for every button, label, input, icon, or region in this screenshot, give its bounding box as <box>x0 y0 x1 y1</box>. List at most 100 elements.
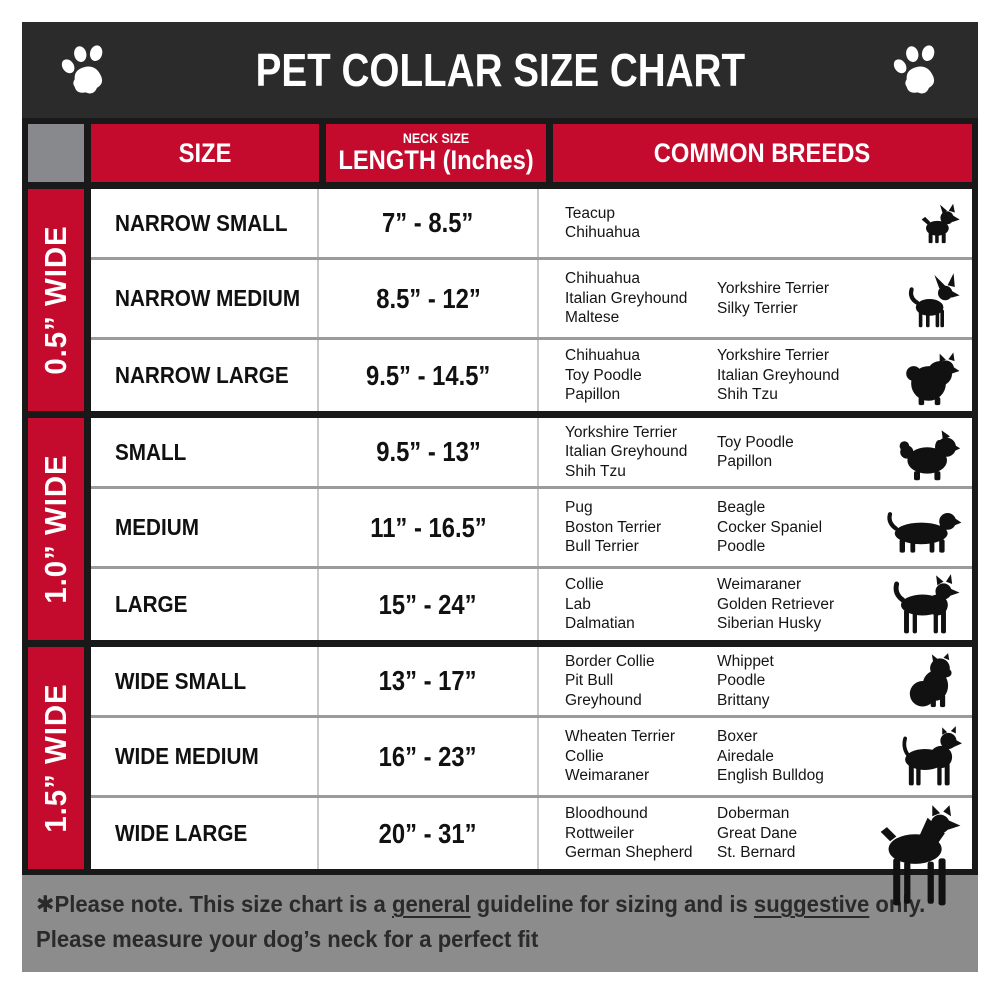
breeds-list: Boxer Airedale English Bulldog <box>717 728 824 785</box>
shih-tzu-icon <box>896 423 962 481</box>
breeds-list: Doberman Great Dane St. Bernard <box>717 805 798 862</box>
table-row: NARROW MEDIUM 8.5” - 12” Chihuahua Itali… <box>91 260 972 337</box>
breeds-list: Yorkshire Terrier Italian Greyhound Shih… <box>565 423 688 480</box>
footer-text: only. <box>875 891 926 917</box>
size-cell: NARROW LARGE <box>91 340 319 411</box>
breeds-list: Toy Poodle Papillon <box>717 433 794 470</box>
table-header-row: SIZE NECK SIZE LENGTH (Inches) COMMON BR… <box>28 124 972 182</box>
table-row: SMALL 9.5” - 13” Yorkshire Terrier Itali… <box>91 418 972 486</box>
chihuahua-icon <box>902 270 962 328</box>
width-group-15: 1.5” WIDE WIDE SMALL 13” - 17” Border Co… <box>28 647 972 906</box>
table-row: WIDE LARGE 20” - 31” Bloodhound Rottweil… <box>91 798 972 906</box>
breeds-cell: Chihuahua Italian Greyhound Maltese York… <box>539 260 972 337</box>
size-cell: WIDE LARGE <box>91 798 319 869</box>
size-chart-page: PET COLLAR SIZE CHART SIZE NECK SIZE LEN… <box>22 22 978 972</box>
pitbull-icon <box>894 725 962 788</box>
breeds-list: Weimaraner Golden Retriever Siberian Hus… <box>717 576 835 633</box>
breeds-list: Bloodhound Rottweiler German Shepherd <box>565 805 693 862</box>
size-value: NARROW SMALL <box>115 209 288 236</box>
yorkie-icon <box>918 202 962 244</box>
size-cell: MEDIUM <box>91 489 319 566</box>
breeds-cell: Bloodhound Rottweiler German Shepherd Do… <box>539 798 972 906</box>
breeds-list: Pug Boston Terrier Bull Terrier <box>565 499 662 556</box>
breeds-cell: Pug Boston Terrier Bull Terrier Beagle C… <box>539 489 972 566</box>
neck-length-cell: 11” - 16.5” <box>319 489 539 566</box>
pomeranian-icon <box>900 346 962 406</box>
neck-size-label: NECK SIZE <box>402 130 470 146</box>
size-value: WIDE SMALL <box>115 667 247 694</box>
footer-text: guideline for sizing and is <box>476 891 748 917</box>
paw-icon <box>888 39 944 101</box>
breeds-list: Chihuahua Italian Greyhound Maltese <box>565 270 688 327</box>
neck-length-cell: 13” - 17” <box>319 647 539 715</box>
size-cell: NARROW SMALL <box>91 189 319 257</box>
size-cell: WIDE MEDIUM <box>91 718 319 795</box>
column-header-size: SIZE <box>91 124 319 182</box>
neck-length-value: 15” - 24” <box>379 588 477 620</box>
breeds-list: Chihuahua Toy Poodle Papillon <box>565 347 642 404</box>
table-row: NARROW LARGE 9.5” - 14.5” Chihuahua Toy … <box>91 340 972 411</box>
size-value: WIDE MEDIUM <box>115 743 259 769</box>
neck-length-cell: 7” - 8.5” <box>319 189 539 257</box>
pointer-icon <box>888 573 962 636</box>
neck-length-value: 9.5” - 14.5” <box>365 359 491 391</box>
size-value: NARROW LARGE <box>115 362 289 388</box>
page-title-wrap: PET COLLAR SIZE CHART <box>112 43 888 97</box>
size-cell: NARROW MEDIUM <box>91 260 319 337</box>
neck-length-value: 7” - 8.5” <box>382 207 474 238</box>
table-row: LARGE 15” - 24” Collie Lab Dalmatian Wei… <box>91 569 972 640</box>
title-bar: PET COLLAR SIZE CHART <box>22 22 978 118</box>
footer-text: ✱Please note. This size chart is a <box>36 891 386 917</box>
corner-cell <box>28 124 84 182</box>
breeds-list: Wheaten Terrier Collie Weimaraner <box>565 728 675 785</box>
dachshund-icon <box>884 502 962 554</box>
table-row: MEDIUM 11” - 16.5” Pug Boston Terrier Bu… <box>91 489 972 566</box>
size-chart-table: SIZE NECK SIZE LENGTH (Inches) COMMON BR… <box>22 118 978 906</box>
neck-length-value: 8.5” - 12” <box>375 282 481 314</box>
table-row: WIDE SMALL 13” - 17” Border Collie Pit B… <box>91 647 972 715</box>
neck-length-cell: 9.5” - 13” <box>319 418 539 486</box>
neck-length-value: 20” - 31” <box>379 817 477 849</box>
neck-length-value: 9.5” - 13” <box>375 436 481 467</box>
width-band-label: 1.5” WIDE <box>38 683 73 833</box>
width-group-10: 1.0” WIDE SMALL 9.5” - 13” Yorkshire Ter… <box>28 418 972 640</box>
width-band-10: 1.0” WIDE <box>28 418 84 640</box>
neck-length-cell: 9.5” - 14.5” <box>319 340 539 411</box>
group-rows: WIDE SMALL 13” - 17” Border Collie Pit B… <box>91 647 972 906</box>
neck-length-cell: 16” - 23” <box>319 718 539 795</box>
breeds-list: Yorkshire Terrier Silky Terrier <box>717 280 829 317</box>
table-row: NARROW SMALL 7” - 8.5” Teacup Chihuahua <box>91 189 972 257</box>
paw-icon <box>56 39 112 101</box>
width-band-15: 1.5” WIDE <box>28 647 84 869</box>
bulldog-icon <box>904 652 962 710</box>
neck-length-value: 16” - 23” <box>379 740 477 772</box>
neck-length-cell: 20” - 31” <box>319 798 539 869</box>
neck-length-value: 11” - 16.5” <box>369 511 487 543</box>
footer-underlined-word: general <box>391 891 471 917</box>
column-header-breeds: COMMON BREEDS <box>553 124 972 182</box>
size-cell: WIDE SMALL <box>91 647 319 715</box>
breeds-list: Whippet Poodle Brittany <box>717 652 774 709</box>
size-value: WIDE LARGE <box>115 820 248 846</box>
breeds-list: Collie Lab Dalmatian <box>565 576 635 633</box>
size-value: MEDIUM <box>115 514 199 540</box>
width-band-label: 1.0” WIDE <box>38 454 73 604</box>
size-header-label: SIZE <box>178 137 232 168</box>
group-rows: SMALL 9.5” - 13” Yorkshire Terrier Itali… <box>91 418 972 640</box>
table-row: WIDE MEDIUM 16” - 23” Wheaten Terrier Co… <box>91 718 972 795</box>
breeds-list: Beagle Cocker Spaniel Poodle <box>717 499 823 556</box>
size-value: LARGE <box>115 591 188 617</box>
breeds-cell: Wheaten Terrier Collie Weimaraner Boxer … <box>539 718 972 795</box>
breeds-cell: Collie Lab Dalmatian Weimaraner Golden R… <box>539 569 972 640</box>
group-rows: NARROW SMALL 7” - 8.5” Teacup Chihuahua … <box>91 189 972 411</box>
size-value: NARROW MEDIUM <box>115 285 301 311</box>
neck-length-value: 13” - 17” <box>379 665 477 696</box>
breeds-cell: Chihuahua Toy Poodle Papillon Yorkshire … <box>539 340 972 411</box>
footer-line-1: ✱Please note. This size chart is a gener… <box>36 887 925 922</box>
breeds-list: Border Collie Pit Bull Greyhound <box>565 652 655 709</box>
column-header-length: NECK SIZE LENGTH (Inches) <box>326 124 546 182</box>
length-header-label: LENGTH (Inches) <box>338 144 534 175</box>
size-cell: LARGE <box>91 569 319 640</box>
width-group-05: 0.5” WIDE NARROW SMALL 7” - 8.5” Teacup … <box>28 189 972 411</box>
breeds-cell: Border Collie Pit Bull Greyhound Whippet… <box>539 647 972 715</box>
